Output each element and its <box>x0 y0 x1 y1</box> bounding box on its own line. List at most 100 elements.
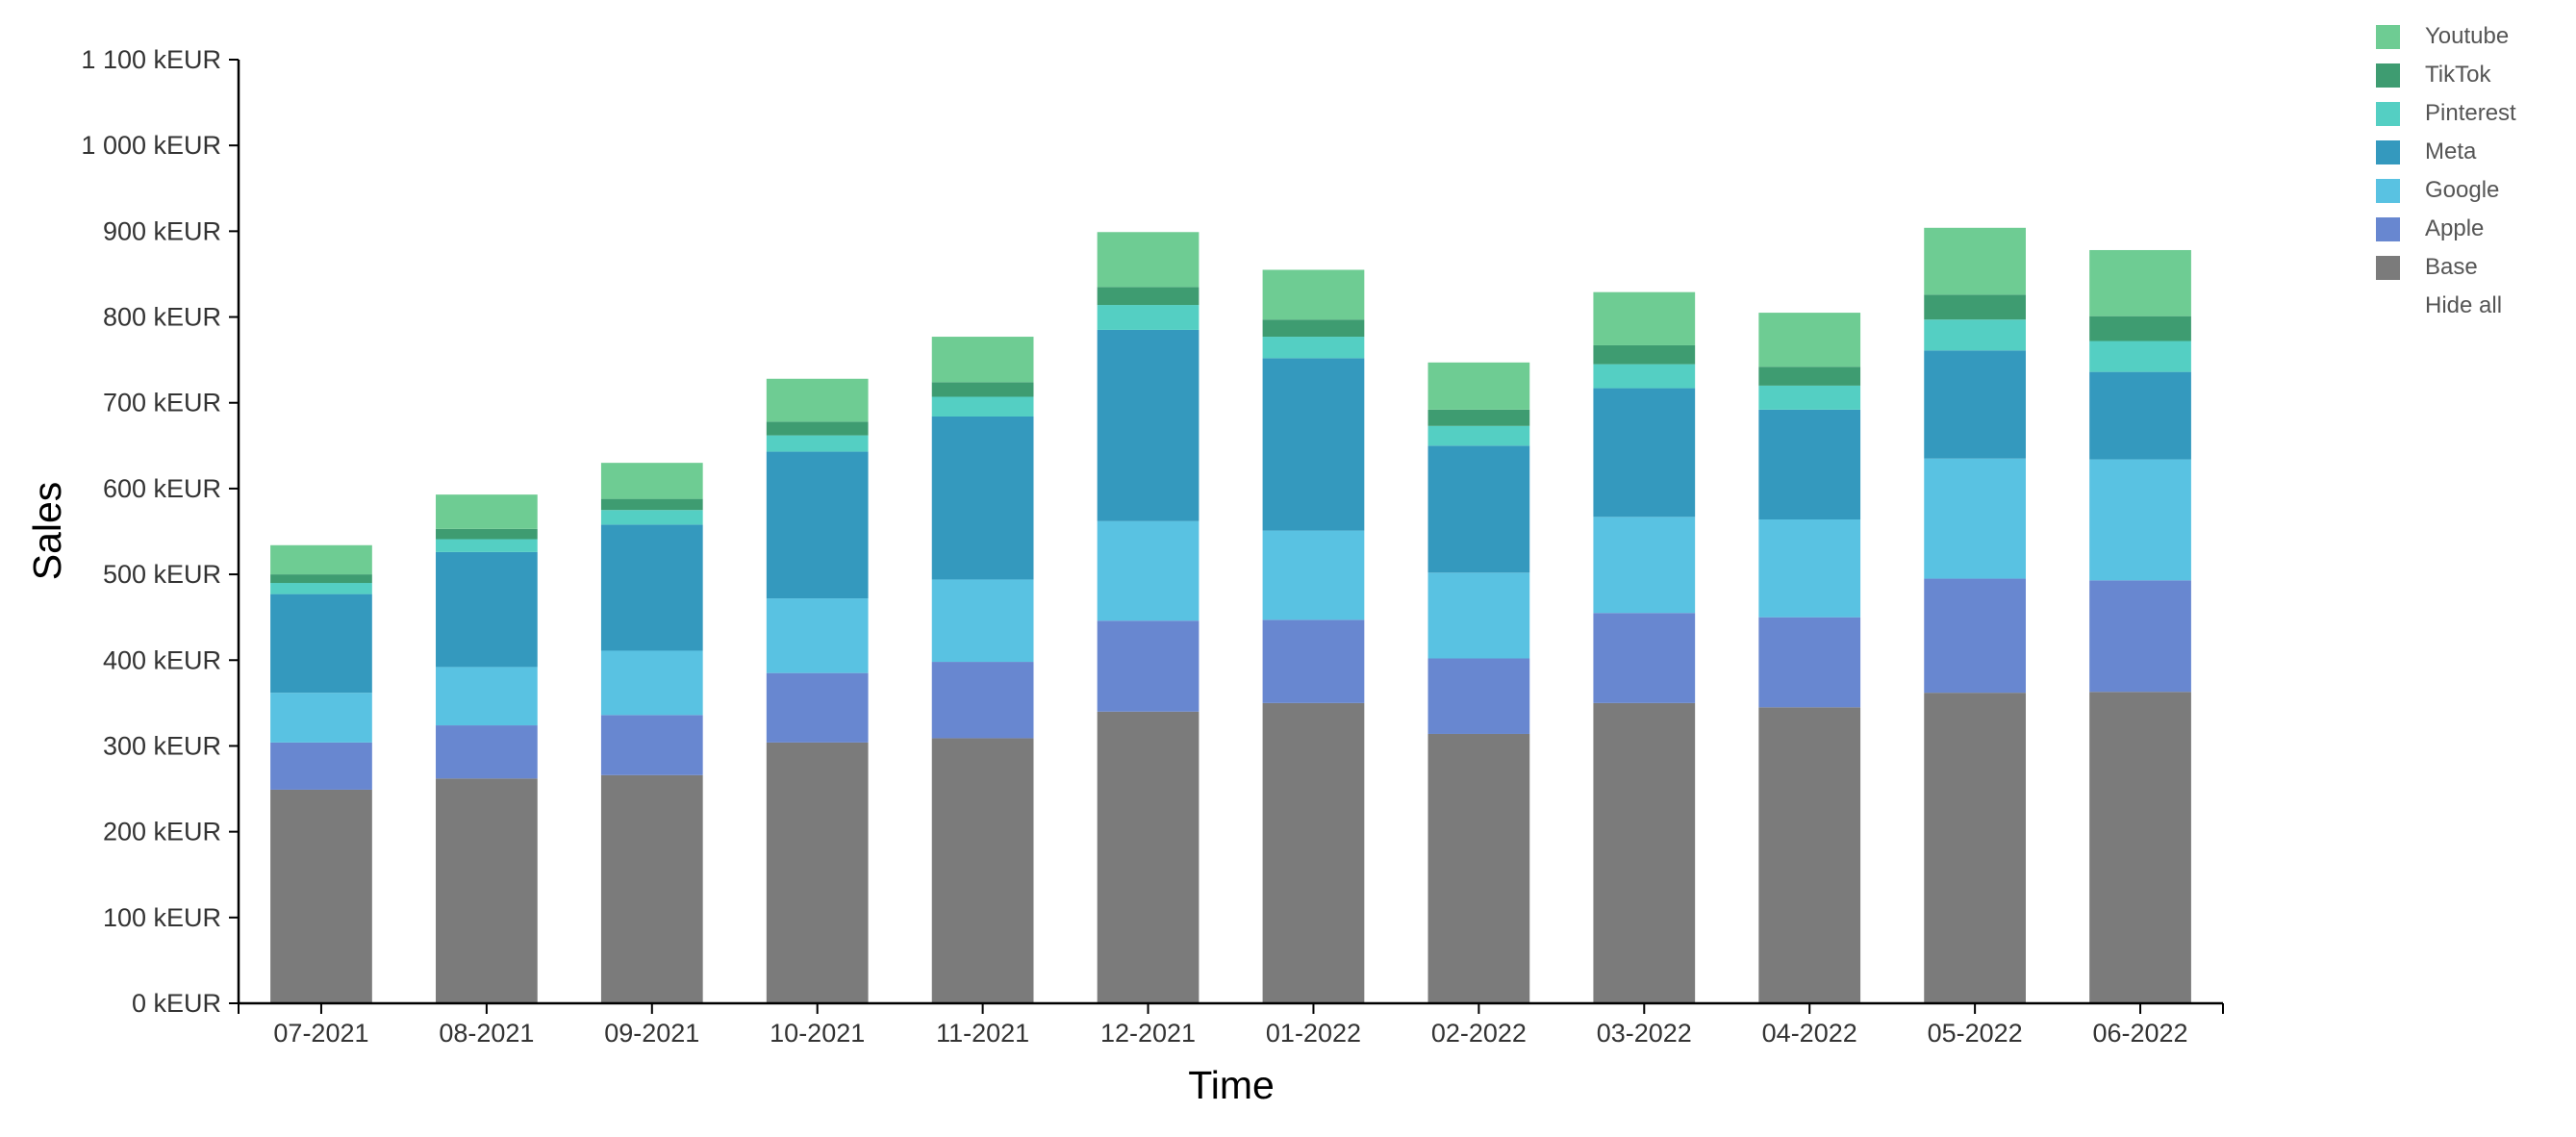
bar-segment-meta <box>1427 445 1530 573</box>
bar-segment-meta <box>600 524 703 651</box>
bar-segment-meta <box>931 416 1034 580</box>
x-tick-label: 08-2021 <box>439 1019 534 1048</box>
x-tick-label: 05-2022 <box>1928 1019 2023 1048</box>
y-tick-label: 600 kEUR <box>103 474 221 503</box>
legend-swatch <box>2376 101 2400 126</box>
legend-label: Google <box>2425 177 2500 203</box>
bar-segment-tiktok <box>270 574 372 584</box>
bar-segment-google <box>766 598 869 673</box>
bar-segment-apple <box>931 662 1034 739</box>
bar-segment-apple <box>1427 658 1530 734</box>
bar-segment-pinterest <box>436 539 538 552</box>
legend-swatch <box>2376 63 2400 88</box>
x-tick-label: 06-2022 <box>2092 1019 2187 1048</box>
legend-item-tiktok[interactable]: TikTok <box>2376 56 2516 94</box>
bar-segment-base <box>931 738 1034 1003</box>
bar-segment-meta <box>766 451 869 599</box>
bar-segment-base <box>766 742 869 1003</box>
y-tick-label: 700 kEUR <box>103 389 221 417</box>
bar-segment-tiktok <box>1593 344 1696 365</box>
bar-segment-tiktok <box>600 498 703 511</box>
legend-item-pinterest[interactable]: Pinterest <box>2376 94 2516 133</box>
bar-segment-apple <box>1924 578 2026 694</box>
bar-segment-google <box>1924 458 2026 579</box>
bar-segment-base <box>1758 707 1861 1003</box>
legend-swatch <box>2376 178 2400 203</box>
bar-segment-google <box>1758 519 1861 618</box>
bar-segment-google <box>1262 530 1365 620</box>
bar-segment-base <box>1924 693 2026 1003</box>
legend-swatch <box>2376 216 2400 241</box>
bars-group <box>270 227 2191 1003</box>
x-tick-label: 09-2021 <box>604 1019 699 1048</box>
legend-label: Youtube <box>2425 23 2510 49</box>
x-tick-label: 03-2022 <box>1597 1019 1692 1048</box>
y-tick-label: 0 kEUR <box>132 989 221 1018</box>
bar-segment-youtube <box>1758 313 1861 367</box>
bar-segment-meta <box>1924 350 2026 459</box>
bar-segment-base <box>1262 702 1365 1003</box>
legend-swatch <box>2376 139 2400 164</box>
legend-label: Meta <box>2425 139 2477 164</box>
legend-item-apple[interactable]: Apple <box>2376 210 2516 248</box>
bar-segment-meta <box>2089 371 2191 460</box>
legend-label: Base <box>2425 254 2478 280</box>
y-tick-label: 300 kEUR <box>103 731 221 760</box>
legend-item-base[interactable]: Base <box>2376 248 2516 287</box>
bar-segment-tiktok <box>1262 319 1365 338</box>
legend-label: Pinterest <box>2425 100 2516 126</box>
bar-segment-meta <box>270 594 372 694</box>
bar-segment-youtube <box>766 378 869 422</box>
bar-segment-google <box>436 667 538 726</box>
bar-segment-apple <box>1758 617 1861 708</box>
y-tick-label: 100 kEUR <box>103 903 221 932</box>
bar-segment-google <box>1427 572 1530 659</box>
bar-segment-youtube <box>1262 269 1365 320</box>
bar-segment-tiktok <box>1758 366 1861 386</box>
bar-segment-meta <box>1593 388 1696 518</box>
bar-segment-tiktok <box>436 528 538 540</box>
x-tick-label: 07-2021 <box>273 1019 368 1048</box>
bar-segment-base <box>1097 711 1200 1003</box>
legend-item-meta[interactable]: Meta <box>2376 133 2516 171</box>
bar-segment-youtube <box>600 463 703 499</box>
x-tick-label: 12-2021 <box>1100 1019 1196 1048</box>
bar-segment-apple <box>766 672 869 743</box>
bar-segment-pinterest <box>931 396 1034 417</box>
y-tick-label: 1 100 kEUR <box>81 45 221 74</box>
legend-item-youtube[interactable]: Youtube <box>2376 17 2516 56</box>
hide-all-button[interactable]: Hide all <box>2425 292 2503 318</box>
bar-segment-pinterest <box>2089 341 2191 372</box>
y-tick-label: 1 000 kEUR <box>81 131 221 160</box>
y-tick-label: 200 kEUR <box>103 818 221 846</box>
x-axis-title: Time <box>1188 1063 1275 1107</box>
x-tick-label: 04-2022 <box>1762 1019 1857 1048</box>
bar-segment-youtube <box>1924 227 2026 295</box>
bar-segment-google <box>931 579 1034 663</box>
bar-segment-pinterest <box>766 435 869 452</box>
bar-segment-meta <box>1097 329 1200 521</box>
bar-segment-youtube <box>2089 249 2191 316</box>
bar-segment-pinterest <box>1758 385 1861 410</box>
bar-segment-meta <box>1758 409 1861 520</box>
bar-segment-tiktok <box>1097 287 1200 306</box>
bar-segment-apple <box>1097 620 1200 712</box>
legend-item-google[interactable]: Google <box>2376 171 2516 210</box>
bar-segment-apple <box>1262 619 1365 703</box>
legend-label: Apple <box>2425 215 2485 241</box>
x-tick-label: 01-2022 <box>1266 1019 1361 1048</box>
bar-segment-youtube <box>1427 362 1530 410</box>
bar-segment-youtube <box>1097 232 1200 288</box>
bar-segment-google <box>1593 517 1696 614</box>
bar-segment-youtube <box>436 494 538 529</box>
bar-segment-tiktok <box>931 382 1034 397</box>
axes-group: 0 kEUR 100 kEUR 200 kEUR 300 kEUR 400 kEUR 50… <box>81 45 2224 1048</box>
bar-segment-meta <box>436 551 538 668</box>
bar-segment-pinterest <box>1097 305 1200 330</box>
bar-segment-tiktok <box>2089 316 2191 341</box>
bar-segment-meta <box>1262 358 1365 531</box>
bar-segment-base <box>600 774 703 1003</box>
y-tick-label: 900 kEUR <box>103 216 221 245</box>
bar-segment-apple <box>270 742 372 790</box>
